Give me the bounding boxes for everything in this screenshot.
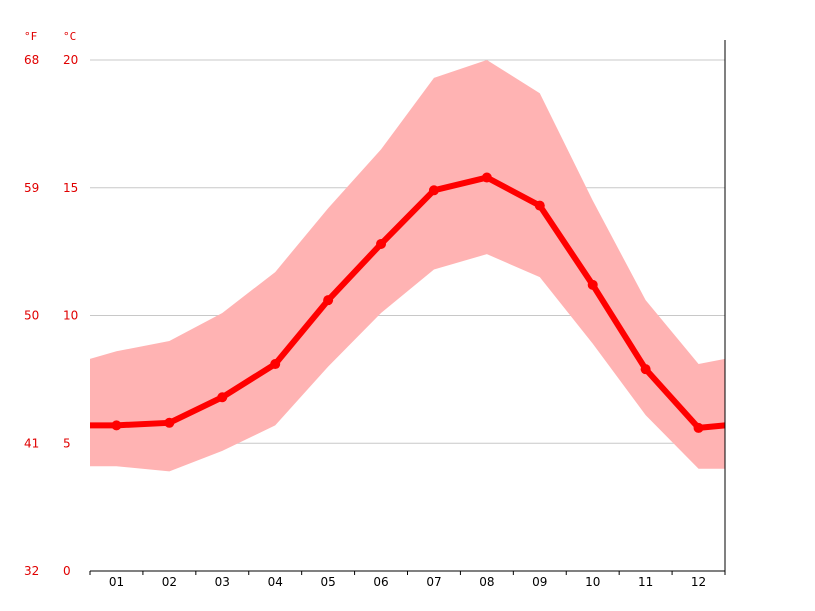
celsius-tick-label: 5 (63, 436, 71, 450)
fahrenheit-tick-labels: 32 41 50 59 68 (24, 53, 39, 578)
fahrenheit-unit-label: °F (24, 30, 37, 43)
month-tick-labels: 01 02 03 04 05 06 07 08 09 10 11 12 (109, 575, 706, 589)
mean-point (693, 422, 704, 433)
mean-point (111, 420, 122, 431)
month-tick-label: 07 (426, 575, 441, 589)
celsius-tick-label: 15 (63, 181, 78, 195)
mean-point (376, 238, 387, 249)
mean-point (640, 364, 651, 375)
month-tick-label: 05 (320, 575, 335, 589)
fahrenheit-tick-label: 50 (24, 309, 39, 323)
mean-point (323, 295, 334, 306)
month-tick-label: 04 (268, 575, 283, 589)
fahrenheit-tick-label: 59 (24, 181, 39, 195)
mean-point (534, 200, 545, 211)
mean-point (587, 279, 598, 290)
fahrenheit-tick-label: 68 (24, 53, 39, 67)
fahrenheit-tick-label: 41 (24, 436, 39, 450)
month-tick-label: 11 (638, 575, 653, 589)
month-tick-label: 09 (532, 575, 547, 589)
celsius-tick-label: 20 (63, 53, 78, 67)
celsius-tick-label: 10 (63, 309, 78, 323)
axes (89, 40, 726, 575)
temperature-range-band (90, 60, 725, 472)
mean-temperature-line (90, 174, 726, 431)
celsius-tick-labels: 0 5 10 15 20 (63, 53, 78, 578)
mean-point (164, 417, 175, 428)
mean-point (217, 392, 228, 403)
month-tick-label: 06 (373, 575, 388, 589)
month-tick-label: 10 (585, 575, 600, 589)
month-tick-label: 01 (109, 575, 124, 589)
mean-point (481, 172, 492, 183)
month-tick-label: 02 (162, 575, 177, 589)
month-tick-label: 08 (479, 575, 494, 589)
mean-point (270, 359, 281, 370)
fahrenheit-tick-label: 32 (24, 564, 39, 578)
celsius-unit-label: °C (63, 30, 76, 43)
mean-temperature-points (111, 172, 704, 433)
month-tick-label: 03 (215, 575, 230, 589)
mean-point (428, 185, 439, 196)
month-tick-label: 12 (691, 575, 706, 589)
celsius-tick-label: 0 (63, 564, 71, 578)
